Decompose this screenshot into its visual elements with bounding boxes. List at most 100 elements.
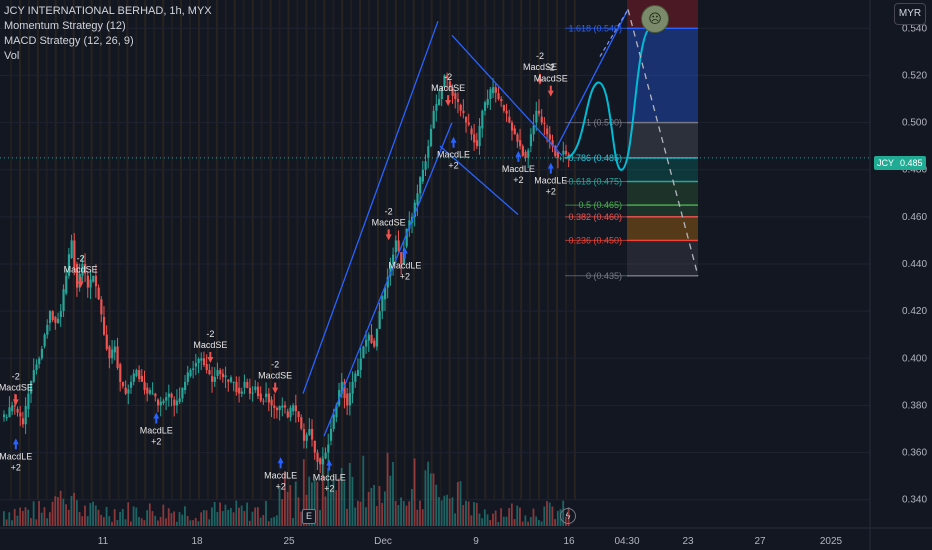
indicator-momentum[interactable]: Momentum Strategy (12) bbox=[4, 20, 126, 32]
volume-bar bbox=[11, 520, 13, 526]
candle-body bbox=[267, 393, 270, 403]
volume-bar bbox=[211, 507, 213, 526]
candle-body bbox=[370, 334, 373, 344]
candle-body bbox=[429, 128, 433, 147]
volume-bar bbox=[394, 500, 397, 526]
y-tick-label: 0.520 bbox=[902, 70, 927, 81]
session-band bbox=[385, 0, 388, 500]
candle-body bbox=[238, 387, 241, 394]
candle-body bbox=[286, 411, 289, 418]
currency-button[interactable]: MYR bbox=[894, 3, 926, 25]
session-band bbox=[215, 0, 218, 500]
session-band bbox=[36, 0, 39, 500]
candle-body bbox=[562, 150, 565, 155]
candle-body bbox=[162, 400, 165, 404]
volume-bar bbox=[35, 519, 38, 526]
candle-body bbox=[229, 377, 233, 382]
candle-body bbox=[135, 370, 138, 376]
session-band bbox=[368, 0, 370, 500]
candle-body bbox=[59, 311, 62, 318]
volume-bar bbox=[362, 455, 365, 526]
signal-qty: -2 bbox=[385, 206, 393, 216]
volume-bar bbox=[140, 518, 143, 526]
session-band bbox=[162, 0, 165, 500]
volume-bar bbox=[16, 515, 19, 526]
fib-level-label: 1 (0.500) bbox=[586, 118, 622, 128]
candle-body bbox=[465, 116, 468, 123]
y-tick-label: 0.360 bbox=[902, 448, 927, 459]
volume-bar bbox=[410, 489, 413, 526]
candle-body bbox=[408, 220, 411, 229]
volume-bar bbox=[270, 517, 273, 526]
candle-body bbox=[262, 400, 265, 402]
candle-body bbox=[38, 358, 41, 365]
x-tick-label: 04:30 bbox=[614, 536, 639, 547]
indicator-volume[interactable]: Vol bbox=[4, 50, 20, 62]
candle-body bbox=[3, 414, 6, 418]
candle-body bbox=[373, 340, 376, 347]
candle-body bbox=[389, 264, 392, 276]
candle-body bbox=[129, 381, 133, 388]
volume-bar bbox=[348, 462, 351, 526]
volume-bar bbox=[30, 518, 32, 526]
volume-bar bbox=[554, 519, 556, 526]
volume-bar bbox=[470, 515, 473, 526]
volume-bar bbox=[119, 511, 121, 526]
candle-body bbox=[111, 349, 114, 359]
candle-body bbox=[138, 370, 141, 379]
volume-bar bbox=[365, 507, 367, 526]
candle-body bbox=[32, 370, 35, 382]
volume-bar bbox=[551, 506, 554, 526]
volume-bar bbox=[51, 501, 54, 526]
volume-bar bbox=[454, 513, 457, 526]
y-tick-label: 0.340 bbox=[902, 495, 927, 506]
candle-body bbox=[324, 452, 327, 459]
candle-body bbox=[27, 393, 30, 409]
indicator-macd[interactable]: MACD Strategy (12, 26, 9) bbox=[4, 35, 134, 47]
session-band bbox=[27, 0, 30, 500]
lightning-icon[interactable]: ϟ bbox=[560, 508, 576, 524]
candle-body bbox=[270, 399, 273, 406]
volume-bar bbox=[546, 501, 548, 526]
volume-bar bbox=[497, 521, 500, 526]
volume-bar bbox=[516, 505, 519, 526]
volume-bar bbox=[27, 509, 30, 526]
candle-body bbox=[35, 364, 38, 371]
session-band bbox=[538, 0, 541, 500]
candle-body bbox=[400, 252, 403, 264]
candle-body bbox=[421, 169, 424, 182]
volume-bar bbox=[397, 504, 400, 526]
candle-body bbox=[248, 387, 252, 394]
volume-bar bbox=[143, 520, 146, 526]
volume-bar bbox=[238, 507, 240, 526]
session-band bbox=[63, 0, 66, 500]
volume-bar bbox=[492, 513, 494, 526]
trend-channel-line bbox=[554, 9, 629, 152]
candle-body bbox=[443, 75, 446, 88]
candle-body bbox=[527, 150, 530, 158]
volume-bar bbox=[132, 506, 135, 526]
candle-body bbox=[48, 311, 52, 323]
volume-bar bbox=[300, 511, 303, 526]
candle-body bbox=[192, 368, 195, 371]
candle-body bbox=[97, 287, 100, 300]
candle-body bbox=[246, 381, 249, 388]
candle-body bbox=[140, 375, 143, 382]
volume-bar bbox=[48, 512, 51, 526]
volume-bar bbox=[435, 484, 438, 526]
session-band bbox=[242, 0, 245, 500]
volume-bar bbox=[556, 510, 559, 526]
x-tick-label: 16 bbox=[563, 536, 575, 547]
x-tick-label: 18 bbox=[191, 536, 203, 547]
e-icon[interactable]: E bbox=[302, 509, 316, 524]
candle-body bbox=[546, 128, 549, 135]
volume-bar bbox=[489, 519, 492, 526]
candle-body bbox=[392, 254, 395, 264]
session-band bbox=[90, 0, 93, 500]
volume-bar bbox=[40, 512, 43, 526]
signal-qty: -2 bbox=[12, 371, 20, 381]
volume-bar bbox=[540, 521, 543, 526]
candle-body bbox=[13, 405, 17, 407]
candle-body bbox=[146, 387, 149, 394]
